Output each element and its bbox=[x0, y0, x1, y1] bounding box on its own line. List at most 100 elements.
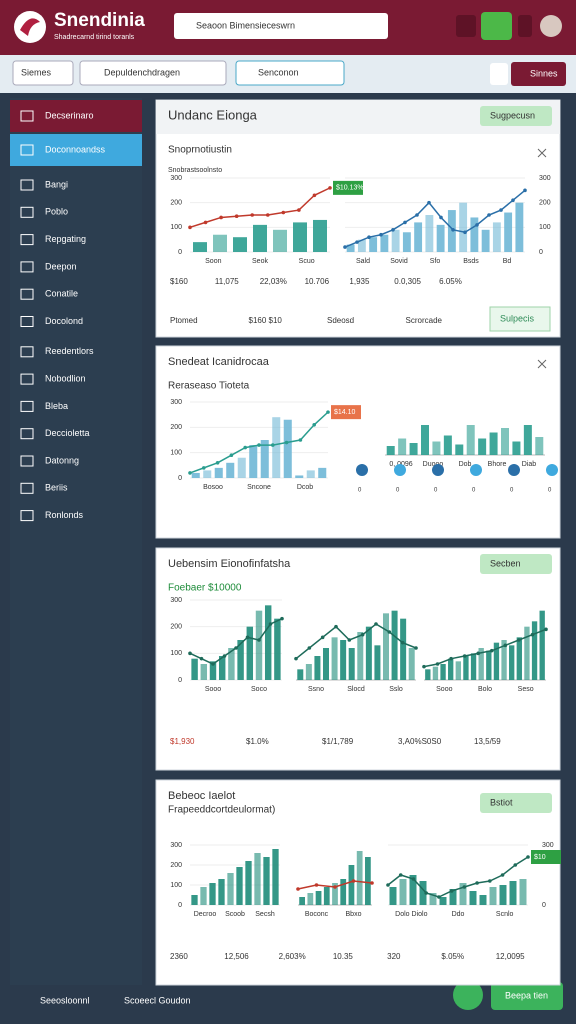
bar bbox=[283, 419, 292, 478]
bar bbox=[425, 215, 434, 252]
nav-item[interactable]: Decserinaro bbox=[45, 110, 94, 120]
panel-button[interactable] bbox=[480, 106, 552, 126]
trend-point bbox=[307, 646, 312, 650]
nav-icon bbox=[20, 400, 34, 412]
trend-point bbox=[347, 638, 352, 642]
nav-item[interactable]: Bleba bbox=[45, 401, 68, 411]
nav-item[interactable]: Reedentlors bbox=[45, 346, 94, 356]
bar bbox=[228, 648, 235, 680]
panel-action-text: Sulpecis bbox=[500, 313, 535, 323]
bar bbox=[524, 626, 530, 680]
search-box[interactable] bbox=[174, 13, 388, 39]
nav-item[interactable]: Poblo bbox=[45, 207, 68, 217]
trend-point bbox=[355, 240, 359, 244]
trend-line bbox=[189, 187, 331, 229]
bar bbox=[357, 632, 364, 680]
trend-point bbox=[374, 622, 378, 626]
nav-icon bbox=[20, 428, 34, 440]
y-tick-label: 100 bbox=[170, 224, 182, 231]
search-field[interactable] bbox=[235, 60, 345, 86]
nav-item[interactable]: Docolond bbox=[45, 316, 83, 326]
fab[interactable] bbox=[453, 980, 483, 1010]
y-tick-label: 200 bbox=[170, 200, 182, 207]
icon-button[interactable] bbox=[456, 15, 476, 37]
y-tick-label: 0 bbox=[178, 902, 182, 909]
stat-dot bbox=[356, 464, 368, 476]
y-tick-label: 100 bbox=[539, 224, 551, 231]
bar bbox=[432, 666, 439, 680]
bar bbox=[340, 640, 347, 680]
nav-item[interactable]: Datonng bbox=[45, 455, 79, 465]
nav-item[interactable]: Bangi bbox=[45, 179, 68, 189]
trend-point bbox=[351, 879, 356, 883]
close-icon[interactable] bbox=[537, 359, 547, 369]
y-tick-label: 100 bbox=[170, 650, 182, 657]
panel-button-text: Bstiot bbox=[490, 797, 513, 807]
icon-button[interactable] bbox=[481, 12, 512, 40]
trend-point bbox=[487, 213, 491, 217]
nav-item[interactable]: Doconnoandss bbox=[45, 144, 106, 154]
bar bbox=[489, 432, 498, 455]
y-tick-label: 300 bbox=[170, 175, 182, 182]
panel-button[interactable] bbox=[480, 793, 552, 813]
filter[interactable] bbox=[79, 60, 227, 86]
bar bbox=[253, 224, 267, 252]
bar bbox=[254, 853, 261, 905]
trend-point bbox=[511, 198, 515, 202]
bar bbox=[504, 212, 513, 252]
trend-point bbox=[294, 656, 298, 661]
nav-active[interactable] bbox=[10, 134, 142, 166]
select[interactable] bbox=[12, 60, 74, 86]
badge-text: $10 bbox=[534, 854, 546, 861]
stat: 0 bbox=[358, 488, 362, 494]
search-field-text: Senconon bbox=[258, 67, 299, 77]
nav-item[interactable]: Repgating bbox=[45, 234, 86, 244]
bar bbox=[489, 887, 497, 905]
bar bbox=[531, 621, 538, 680]
bar bbox=[509, 881, 517, 905]
bar bbox=[218, 656, 226, 680]
bar bbox=[332, 883, 338, 905]
nav-item[interactable]: Ronlonds bbox=[45, 510, 84, 520]
bar bbox=[318, 467, 327, 478]
trend-point bbox=[314, 883, 319, 887]
toolbar-button[interactable] bbox=[511, 62, 566, 86]
nav-active[interactable] bbox=[10, 100, 142, 132]
bar bbox=[486, 650, 492, 680]
bar bbox=[346, 244, 355, 252]
bar bbox=[226, 462, 235, 478]
panel-title: Bebeoc Iaelot bbox=[168, 790, 235, 802]
icon-button[interactable] bbox=[490, 63, 508, 85]
avatar[interactable] bbox=[540, 15, 562, 37]
stat: 10.706 bbox=[305, 277, 330, 286]
icon-button[interactable] bbox=[518, 15, 532, 37]
bar bbox=[389, 887, 397, 905]
nav-item[interactable]: Nobodlion bbox=[45, 373, 86, 383]
trend-point bbox=[403, 220, 407, 225]
nav-item[interactable]: Deepon bbox=[45, 261, 77, 271]
nav-item[interactable]: Conatile bbox=[45, 289, 78, 299]
bar bbox=[409, 875, 417, 905]
nav-item[interactable]: Beriis bbox=[45, 483, 68, 493]
trend-point bbox=[400, 640, 405, 645]
trend-point bbox=[439, 215, 443, 220]
stat: $160 bbox=[170, 277, 188, 286]
stat-dot bbox=[394, 464, 406, 476]
footer-action[interactable] bbox=[491, 982, 563, 1010]
stat: 10.35 bbox=[333, 952, 354, 961]
trend-point bbox=[488, 879, 492, 883]
tagline: Shadrecarnd tirind toranls bbox=[54, 34, 135, 41]
bar bbox=[295, 475, 304, 478]
close-icon[interactable] bbox=[537, 148, 547, 158]
trend-point bbox=[271, 443, 275, 447]
panel-action[interactable] bbox=[489, 306, 551, 332]
nav-item[interactable]: Deccioletta bbox=[45, 428, 90, 438]
panel-button[interactable] bbox=[480, 554, 552, 574]
y-tick-label: 200 bbox=[170, 424, 182, 431]
trend-point bbox=[268, 622, 273, 626]
x-tick-label: Ssno bbox=[308, 686, 324, 693]
nav-icon bbox=[20, 346, 34, 358]
bar bbox=[501, 640, 507, 680]
footer-right: Scoeecl Goudon bbox=[124, 995, 191, 1005]
